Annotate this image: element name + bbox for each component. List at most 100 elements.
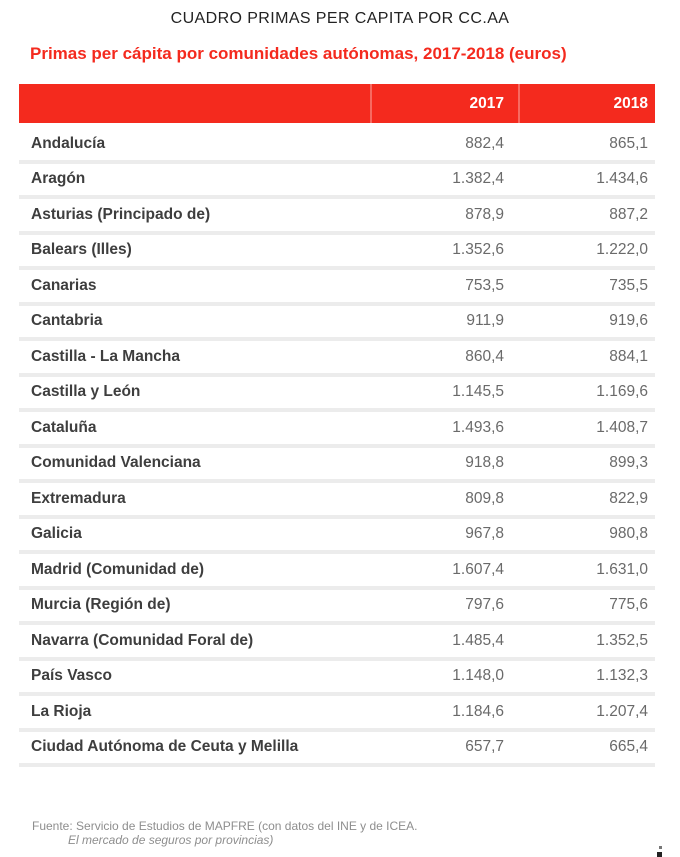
region-name: Comunidad Valenciana: [31, 454, 201, 472]
region-name: Castilla y León: [31, 383, 141, 401]
region-name: Murcia (Región de): [31, 596, 171, 614]
value-2018: 822,9: [609, 489, 648, 507]
value-2018: 665,4: [609, 738, 648, 756]
row-separator: [19, 514, 655, 519]
table-row: Madrid (Comunidad de) 1.607,4 1.631,0: [19, 554, 655, 586]
value-2018: 1.352,5: [596, 631, 648, 649]
table-row: Cantabria 911,9 919,6: [19, 306, 655, 338]
region-name: Asturias (Principado de): [31, 205, 211, 223]
region-name: Extremadura: [31, 489, 126, 507]
region-name: La Rioja: [31, 702, 92, 720]
row-separator: [19, 763, 655, 767]
table-row: Galicia 967,8 980,8: [19, 519, 655, 551]
table-row: Extremadura 809,8 822,9: [19, 483, 655, 515]
row-separator: [19, 337, 655, 341]
region-name: Ciudad Autónoma de Ceuta y Melilla: [31, 738, 299, 756]
value-2017: 911,9: [466, 312, 504, 330]
region-name: País Vasco: [31, 667, 113, 685]
table-row: Ciudad Autónoma de Ceuta y Melilla 657,7…: [19, 732, 655, 764]
page-title: CUADRO PRIMAS PER CAPITA POR CC.AA: [170, 10, 510, 27]
value-2018: 735,5: [609, 276, 648, 294]
value-2017: 1.493,6: [452, 418, 504, 436]
value-2017: 753,5: [465, 276, 504, 294]
region-name: Cataluña: [31, 418, 97, 436]
row-separator: [19, 230, 655, 235]
value-2017: 1.382,4: [452, 170, 504, 188]
region-name: Navarra (Comunidad Foral de): [31, 631, 254, 649]
row-separator: [19, 656, 655, 661]
table-row: La Rioja 1.184,6 1.207,4: [19, 696, 655, 728]
table-row: Navarra (Comunidad Foral de) 1.485,4 1.3…: [19, 625, 655, 657]
row-separator: [19, 443, 655, 448]
value-2018: 865,1: [609, 134, 648, 152]
row-separator: [19, 692, 655, 696]
value-2017: 1.485,4: [452, 631, 504, 649]
header-2018-cell: 2018: [518, 84, 655, 123]
table-row: Balears (Illes) 1.352,6 1.222,0: [19, 235, 655, 267]
value-2018: 919,6: [609, 312, 648, 330]
value-2017: 918,8: [465, 454, 504, 472]
value-2018: 1.434,6: [596, 170, 648, 188]
value-2017: 657,7: [465, 738, 504, 756]
table-row: Asturias (Principado de) 878,9 887,2: [19, 199, 655, 231]
table-row: Andalucía 882,4 865,1: [19, 128, 655, 160]
table-row: País Vasco 1.148,0 1.132,3: [19, 661, 655, 693]
table-row: Canarias 753,5 735,5: [19, 270, 655, 302]
region-name: Cantabria: [31, 312, 103, 330]
region-name: Galicia: [31, 525, 82, 543]
table-title: Primas per cápita por comunidades autóno…: [30, 44, 567, 63]
header-2017-cell: 2017: [370, 84, 518, 123]
row-separator: [19, 621, 655, 625]
value-2017: 878,9: [465, 205, 504, 223]
value-2017: 1.184,6: [452, 702, 504, 720]
value-2017: 1.607,4: [452, 560, 504, 578]
region-name: Madrid (Comunidad de): [31, 560, 205, 578]
header-region-cell: [19, 84, 370, 123]
value-2017: 882,4: [465, 134, 504, 152]
value-2018: 1.222,0: [596, 241, 648, 259]
value-2018: 1.169,6: [596, 383, 648, 401]
source-line-2-italic: El mercado de seguros por provincias): [68, 833, 274, 847]
row-separator: [19, 372, 655, 377]
value-2018: 1.408,7: [596, 418, 648, 436]
value-2017: 1.145,5: [452, 383, 504, 401]
value-2017: 967,8: [465, 525, 504, 543]
value-2018: 899,3: [609, 454, 648, 472]
value-2018: 775,6: [609, 596, 648, 614]
region-name: Balears (Illes): [31, 241, 132, 259]
table-row: Cataluña 1.493,6 1.408,7: [19, 412, 655, 444]
stray-mark: [657, 846, 663, 857]
row-separator: [19, 301, 655, 306]
row-separator: [19, 479, 655, 483]
table-row: Castilla y León 1.145,5 1.169,6: [19, 377, 655, 409]
value-2017: 1.352,6: [452, 241, 504, 259]
value-2018: 980,8: [609, 525, 648, 543]
value-2018: 884,1: [609, 347, 648, 365]
value-2017: 1.148,0: [452, 667, 504, 685]
table-body: Andalucía 882,4 865,1 Aragón 1.382,4 1.4…: [19, 128, 655, 767]
region-name: Andalucía: [31, 134, 106, 152]
row-separator: [19, 550, 655, 554]
premiums-table: 2017 2018 Andalucía 882,4 865,1 Aragón 1…: [19, 84, 655, 767]
row-separator: [19, 266, 655, 270]
value-2017: 797,6: [465, 596, 504, 614]
row-separator: [19, 727, 655, 732]
source-note: Fuente: Servicio de Estudios de MAPFRE (…: [32, 819, 680, 847]
region-name: Castilla - La Mancha: [31, 347, 181, 365]
value-2018: 1.132,3: [596, 667, 648, 685]
table-row: Castilla - La Mancha 860,4 884,1: [19, 341, 655, 373]
value-2018: 887,2: [609, 205, 648, 223]
source-line-1: Fuente: Servicio de Estudios de MAPFRE (…: [32, 819, 418, 833]
row-separator: [19, 195, 655, 199]
table-row: Aragón 1.382,4 1.434,6: [19, 164, 655, 196]
row-separator: [19, 585, 655, 590]
value-2018: 1.631,0: [596, 560, 648, 578]
row-separator: [19, 159, 655, 164]
value-2017: 809,8: [465, 489, 504, 507]
table-row: Comunidad Valenciana 918,8 899,3: [19, 448, 655, 480]
value-2017: 860,4: [465, 347, 504, 365]
region-name: Aragón: [31, 170, 86, 188]
value-2018: 1.207,4: [596, 702, 648, 720]
row-separator: [19, 408, 655, 412]
